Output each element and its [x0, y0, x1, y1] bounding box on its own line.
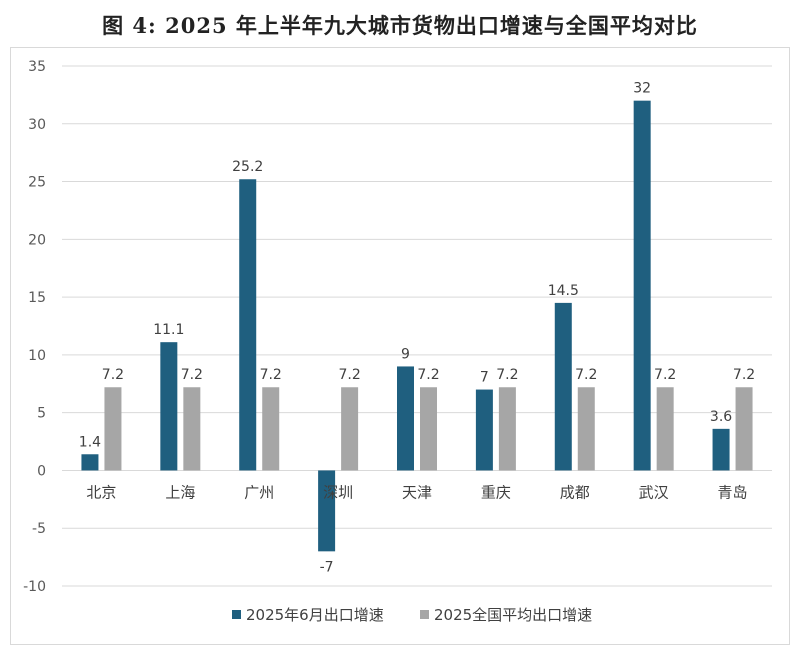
- data-label: 7.2: [417, 367, 439, 383]
- chart-title: 图 4: 2025 年上半年九大城市货物出口增速与全国平均对比: [102, 13, 698, 38]
- y-tick-label: 30: [28, 117, 46, 133]
- bar-city: [81, 454, 99, 471]
- y-tick-label: -5: [32, 521, 46, 537]
- legend-label-city: 2025年6月出口增速: [246, 606, 384, 624]
- bar-city: [160, 342, 178, 471]
- data-label: 7.2: [654, 367, 676, 383]
- y-tick-label: 0: [37, 463, 46, 479]
- data-label: 7.2: [181, 367, 203, 383]
- category-label: 上海: [165, 483, 195, 501]
- data-label: 7.2: [496, 367, 518, 383]
- bar-national: [577, 387, 595, 471]
- bar-city: [712, 428, 730, 471]
- data-label: 7.2: [102, 367, 124, 383]
- bar-city: [633, 100, 651, 471]
- data-label: 32: [633, 81, 651, 97]
- bar-national: [262, 387, 280, 471]
- category-label: 北京: [86, 483, 116, 501]
- legend-label-national: 2025全国平均出口增速: [434, 606, 592, 624]
- bar-city: [239, 179, 257, 471]
- y-tick-label: 25: [28, 175, 46, 191]
- category-label: 重庆: [481, 483, 511, 501]
- data-label: 7.2: [260, 367, 282, 383]
- bar-city: [397, 366, 414, 471]
- data-label: 7.2: [575, 367, 597, 383]
- data-label: 7.2: [733, 367, 755, 383]
- bar-national: [183, 387, 201, 471]
- legend-swatch-national: [420, 610, 429, 619]
- data-label: 1.4: [79, 434, 101, 450]
- bar-national: [341, 387, 359, 471]
- y-tick-label: 10: [28, 348, 46, 364]
- bar-national: [104, 387, 122, 471]
- data-label: 9: [401, 346, 410, 362]
- category-label: 青岛: [718, 483, 748, 501]
- data-label: 7: [480, 370, 489, 386]
- y-tick-label: 15: [28, 290, 46, 306]
- y-tick-label: 5: [37, 406, 46, 422]
- data-label: 14.5: [548, 283, 579, 299]
- bar-city: [554, 302, 572, 471]
- bar-national: [735, 387, 753, 471]
- chart-frame: [10, 47, 790, 645]
- data-label: 25.2: [232, 159, 263, 175]
- y-tick-label: -10: [23, 579, 46, 595]
- data-label: 3.6: [710, 409, 732, 425]
- bar-national: [498, 387, 516, 471]
- category-label: 深圳: [323, 483, 353, 501]
- data-label: 7.2: [338, 367, 360, 383]
- category-label: 武汉: [639, 483, 669, 501]
- category-label: 天津: [402, 483, 432, 501]
- data-label: 11.1: [153, 322, 184, 338]
- bar-city: [475, 389, 493, 471]
- bar-city: [318, 470, 336, 552]
- legend-swatch-city: [232, 610, 241, 619]
- bar-national: [656, 387, 674, 471]
- y-tick-label: 20: [28, 232, 46, 248]
- data-label: -7: [320, 559, 334, 575]
- y-tick-label: 35: [28, 59, 46, 75]
- category-label: 成都: [560, 483, 590, 501]
- bar-national: [420, 387, 437, 471]
- category-label: 广州: [244, 483, 274, 501]
